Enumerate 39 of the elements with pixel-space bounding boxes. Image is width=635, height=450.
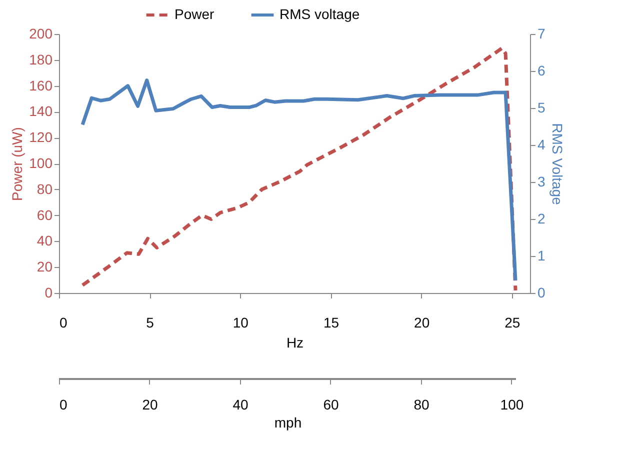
y-tick-label: 20 <box>36 258 53 275</box>
x-tick-label: 20 <box>414 314 430 330</box>
y2-tick-label: 0 <box>538 284 546 300</box>
x2-tick-label: 20 <box>142 396 158 412</box>
y2-tick-label: 1 <box>538 248 546 264</box>
legend-label: RMS voltage <box>280 6 360 22</box>
y-axis-title: Power (uW) <box>9 127 26 201</box>
x2-tick-label: 40 <box>232 396 248 412</box>
y2-axis-title: RMS Voltage <box>549 123 566 206</box>
y-tick-label: 160 <box>29 77 53 94</box>
x-tick-label: 10 <box>232 314 249 330</box>
y-tick-label: 180 <box>29 51 53 68</box>
y2-tick-label: 5 <box>538 100 546 116</box>
line-series <box>80 78 518 282</box>
x-tick-label: 0 <box>60 314 68 330</box>
y-tick-label: 40 <box>36 232 53 249</box>
x-tick-label: 15 <box>323 314 340 330</box>
y-tick-label: 140 <box>29 103 53 120</box>
y-tick-label: 60 <box>36 206 53 223</box>
y-tick-label: 100 <box>29 155 53 171</box>
legend-label: Power <box>174 6 215 22</box>
x2-tick-label: 0 <box>60 396 68 412</box>
x-tick-label: 25 <box>504 314 520 330</box>
x-axis-title: Hz <box>286 334 304 350</box>
x-tick-label: 5 <box>146 314 154 330</box>
y-tick-label: 0 <box>44 284 53 300</box>
y-tick-label: 200 <box>29 26 53 42</box>
x2-tick-label: 100 <box>500 396 524 412</box>
y-tick-label: 120 <box>29 129 53 146</box>
x2-axis-title: mph <box>274 414 302 430</box>
x2-tick-label: 60 <box>323 396 339 412</box>
y2-tick-label: 6 <box>538 62 546 78</box>
line-series <box>80 46 518 292</box>
y2-tick-label: 3 <box>538 174 546 190</box>
y2-tick-label: 2 <box>538 210 546 226</box>
y2-tick-label: 7 <box>538 26 546 42</box>
x2-tick-label: 80 <box>414 396 430 412</box>
y2-tick-label: 4 <box>538 136 546 152</box>
y-tick-label: 80 <box>36 180 53 197</box>
